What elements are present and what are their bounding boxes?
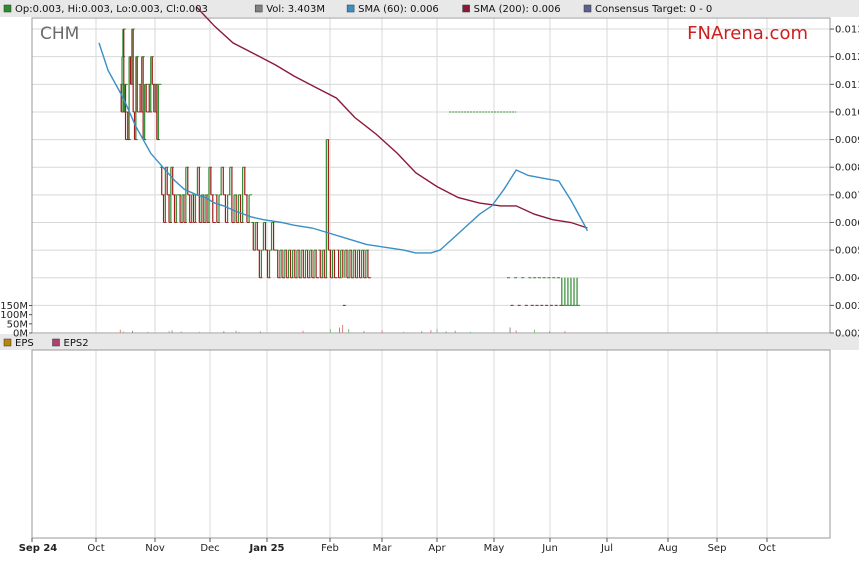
- volume-tick-label: 150M: [0, 301, 28, 312]
- eps-legend-strip: [0, 334, 859, 350]
- price-tick-label: 0.005: [835, 246, 859, 257]
- ticker-label: CHM: [40, 24, 79, 44]
- x-tick-label: Jan 25: [249, 543, 285, 554]
- legend-label-sma200: SMA (200): 0.006: [474, 4, 561, 15]
- x-tick-label: Oct: [758, 543, 775, 554]
- price-tick-label: 0.009: [835, 135, 859, 146]
- sma200-line: [195, 6, 588, 229]
- x-tick-label: Aug: [658, 543, 678, 554]
- x-tick-label: May: [484, 543, 505, 554]
- legend-strip: [0, 0, 859, 17]
- price-tick-label: 0.013: [835, 25, 859, 36]
- volume-tick-label: 0M: [13, 329, 28, 340]
- x-tick-label: Jun: [541, 543, 558, 554]
- x-tick-label: Dec: [200, 543, 219, 554]
- x-tick-label: Sep: [708, 543, 727, 554]
- legend-label-consensus: Consensus Target: 0 - 0: [595, 4, 712, 15]
- price-tick-label: 0.002: [835, 329, 859, 340]
- legend-swatch-consensus: [583, 4, 592, 13]
- eps-panel-border: [31, 349, 831, 539]
- legend-swatch-eps: [3, 338, 12, 347]
- legend-label-ohlc: Op:0.003, Hi:0.003, Lo:0.003, Cl:0.003: [15, 4, 208, 15]
- x-tick-label: Mar: [373, 543, 393, 554]
- price-tick-label: 0.011: [835, 80, 859, 91]
- legend-swatch-ohlc: [3, 4, 12, 13]
- price-tick-label: 0.012: [835, 52, 859, 63]
- price-tick-label: 0.006: [835, 218, 859, 229]
- brand-watermark: FNArena.com: [687, 23, 808, 44]
- price-tick-label: 0.003: [835, 301, 859, 312]
- price-tick-label: 0.007: [835, 190, 859, 201]
- sma60-line: [98, 42, 589, 254]
- price-tick-label: 0.008: [835, 163, 859, 174]
- legend-label-sma60: SMA (60): 0.006: [358, 4, 439, 15]
- volume-tick-label: 100M: [0, 310, 28, 321]
- legend-swatch-sma60: [346, 4, 355, 13]
- legend-swatch-sma200: [462, 4, 470, 13]
- legend-swatch-volume: [254, 4, 263, 13]
- legend-swatch-eps2: [52, 338, 60, 347]
- x-tick-label: Feb: [321, 543, 339, 554]
- volume-tick-label: 50M: [7, 319, 28, 330]
- price-tick-label: 0.010: [835, 107, 859, 118]
- x-tick-label: Jul: [600, 543, 613, 554]
- legend-label-eps: EPS: [15, 338, 34, 349]
- x-tick-label: Oct: [87, 543, 104, 554]
- legend-label-eps2: EPS2: [64, 338, 89, 349]
- legend-label-volume: Vol: 3.403M: [266, 4, 325, 15]
- x-tick-label: Apr: [428, 543, 446, 554]
- x-tick-label: Sep 24: [19, 543, 58, 554]
- price-tick-label: 0.004: [835, 273, 859, 284]
- x-tick-label: Nov: [145, 543, 165, 554]
